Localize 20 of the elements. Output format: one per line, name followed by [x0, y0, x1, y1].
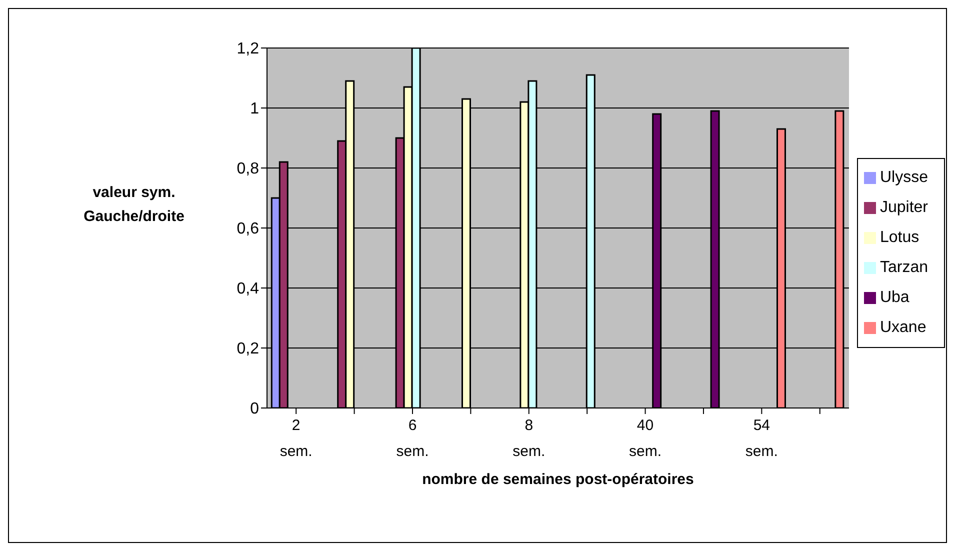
x-tick-label: 54 sem. [745, 417, 778, 460]
legend-label: Tarzan [880, 259, 928, 276]
x-tick-label: 6 sem. [396, 417, 429, 460]
y-axis-title: valeur sym. Gauche/droite [84, 184, 184, 225]
y-tick-label: 0,6 [236, 220, 260, 238]
legend-label: Ulysse [880, 169, 928, 186]
x-axis-title: nombre de semaines post-opératoires [422, 471, 694, 488]
legend-label: Jupiter [880, 199, 928, 216]
x-tick-label: 40 sem. [629, 417, 662, 460]
y-tick-label: 0,4 [236, 280, 260, 298]
x-tick-label: 2 sem. [280, 417, 312, 460]
y-tick-label: 0,2 [236, 340, 260, 358]
x-tick-label: 8 sem. [512, 417, 546, 460]
y-tick-label: 1,2 [236, 40, 260, 58]
y-tick-label: 1 [250, 100, 260, 118]
legend-label: Uxane [880, 319, 926, 336]
legend-label: Lotus [880, 229, 920, 246]
legend-label: Uba [880, 289, 910, 306]
y-tick-label: 0,8 [236, 160, 260, 178]
y-tick-label: 0 [250, 400, 260, 418]
